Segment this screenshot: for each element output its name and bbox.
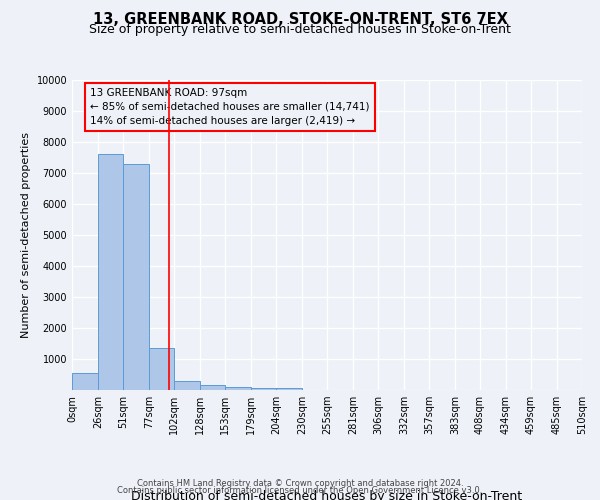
Bar (123, 164, 149, 390)
Bar (200, 385, 225, 390)
Bar (72, 372, 98, 390)
Text: Contains public sector information licensed under the Open Government Licence v3: Contains public sector information licen… (118, 486, 482, 495)
Text: Size of property relative to semi-detached houses in Stoke-on-Trent: Size of property relative to semi-detach… (89, 22, 511, 36)
Bar (98, 154, 123, 390)
Bar (149, 348, 174, 390)
Text: 13, GREENBANK ROAD, STOKE-ON-TRENT, ST6 7EX: 13, GREENBANK ROAD, STOKE-ON-TRENT, ST6 … (92, 12, 508, 28)
Bar (276, 388, 302, 390)
Bar (174, 381, 200, 390)
Text: 13 GREENBANK ROAD: 97sqm
← 85% of semi-detached houses are smaller (14,741)
14% : 13 GREENBANK ROAD: 97sqm ← 85% of semi-d… (90, 88, 370, 126)
Y-axis label: Number of semi-detached properties: Number of semi-detached properties (21, 132, 31, 338)
Bar (251, 388, 276, 390)
X-axis label: Distribution of semi-detached houses by size in Stoke-on-Trent: Distribution of semi-detached houses by … (131, 490, 523, 500)
Text: Contains HM Land Registry data © Crown copyright and database right 2024.: Contains HM Land Registry data © Crown c… (137, 478, 463, 488)
Bar (225, 387, 251, 390)
